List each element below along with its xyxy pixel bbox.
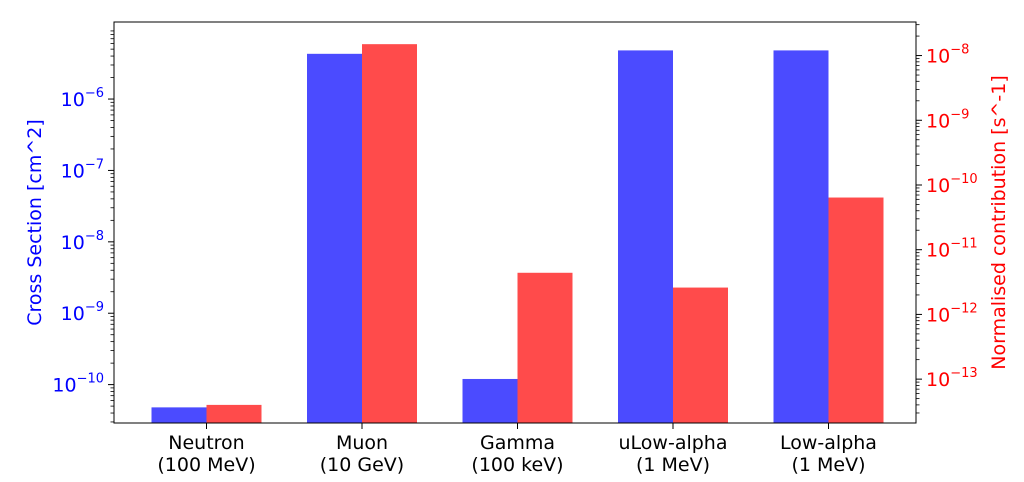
left-tick-label: 10−8 <box>61 229 104 254</box>
cross-section-bar-1 <box>307 53 362 423</box>
cross-section-bar-0 <box>151 407 207 423</box>
contribution-bar-4 <box>828 197 884 423</box>
category-tick-label: Muon (10 GeV) <box>320 432 404 476</box>
bars-group <box>151 44 884 424</box>
left-tick-label: 10−9 <box>61 300 104 325</box>
plot-frame <box>113 21 917 424</box>
left-axis-title: Cross Section [cm^2] <box>24 119 46 326</box>
cross-section-bar-3 <box>618 50 673 423</box>
right-tick-label: 10−10 <box>926 172 978 197</box>
category-tick-label: Neutron (100 MeV) <box>157 432 255 476</box>
contribution-bar-0 <box>206 404 262 423</box>
left-tick-label: 10−10 <box>52 372 104 397</box>
category-axis-ticks: Neutron (100 MeV) Muon (10 GeV) Gamma (100 ke… <box>157 423 877 476</box>
contribution-bar-1 <box>362 44 417 424</box>
category-tick-label: Gamma (100 keV) <box>471 432 563 476</box>
right-axis-ticks: 10−13 10−12 10−11 10−10 10−9 10−8 <box>916 24 978 414</box>
cross-section-bar-4 <box>773 50 829 423</box>
left-tick-label: 10−7 <box>61 157 104 182</box>
contribution-bar-2 <box>517 272 573 423</box>
contribution-bar-3 <box>673 287 728 423</box>
right-tick-label: 10−9 <box>926 107 969 132</box>
right-tick-label: 10−8 <box>926 43 969 68</box>
right-tick-label: 10−12 <box>926 301 978 326</box>
cross-section-bar-2 <box>462 378 518 423</box>
right-tick-label: 10−13 <box>926 366 978 391</box>
right-axis-title: Normalised contribution [s^-1] <box>988 75 1010 370</box>
left-tick-label: 10−6 <box>61 86 104 111</box>
category-tick-label: Low-alpha (1 MeV) <box>780 432 877 476</box>
left-axis-ticks: 10−10 10−9 10−8 10−7 10−6 <box>52 30 114 423</box>
right-tick-label: 10−11 <box>926 237 978 262</box>
category-tick-label: uLow-alpha (1 MeV) <box>619 432 728 476</box>
